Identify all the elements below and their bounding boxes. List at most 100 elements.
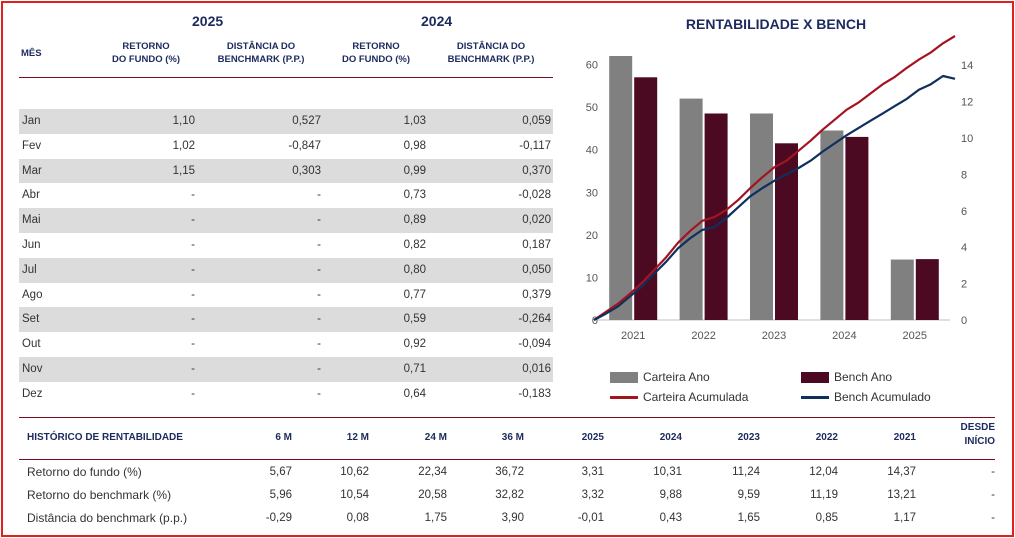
- cell-r2025: -: [191, 288, 195, 301]
- table-row: Dez - - 0,64 -0,183: [19, 382, 553, 407]
- history-col-header-desde-inicio: DESDE INÍCIO: [935, 421, 995, 449]
- history-top-divider: [19, 417, 995, 418]
- month-label: Set: [22, 313, 40, 326]
- cell-d2024: -0,094: [518, 338, 551, 351]
- history-cell: 12,04: [809, 466, 838, 478]
- history-cell: 5,96: [269, 489, 292, 501]
- cell-r2024: 0,80: [403, 263, 426, 276]
- col-header-retorno-2024: RETORNO DO FUNDO (%): [329, 40, 423, 66]
- cell-d2024: -0,028: [518, 189, 551, 202]
- cell-r2025: -: [191, 338, 195, 351]
- history-cell: 3,32: [581, 489, 604, 501]
- legend-label: Bench Acumulado: [834, 390, 931, 404]
- month-label: Fev: [22, 139, 42, 152]
- history-cell: 3,31: [581, 466, 604, 478]
- col-header-retorno-2025: RETORNO DO FUNDO (%): [99, 40, 193, 66]
- history-cell: -0,01: [577, 512, 604, 524]
- table-row: Jun - - 0,82 0,187: [19, 233, 553, 258]
- cell-r2024: 0,92: [403, 338, 426, 351]
- cell-r2025: -: [191, 313, 195, 326]
- cell-d2024: -0,264: [518, 313, 551, 326]
- table-row: Mai - - 0,89 0,020: [19, 208, 553, 233]
- cell-d2025: -0,847: [288, 139, 321, 152]
- monthly-returns-table: 2025 2024 MÊS RETORNO DO FUNDO (%) DISTÂ…: [19, 10, 553, 407]
- history-cell: 22,34: [418, 466, 447, 478]
- history-cell: 20,58: [418, 489, 447, 501]
- header-line: RETORNO: [352, 41, 400, 52]
- history-cell: -: [991, 466, 995, 478]
- history-cell: -: [991, 512, 995, 524]
- history-row-label: Distância do benchmark (p.p.): [27, 511, 188, 525]
- cell-r2024: 0,77: [403, 288, 426, 301]
- legend-label: Carteira Acumulada: [643, 390, 749, 404]
- header-line: DISTÂNCIA DO: [226, 41, 296, 52]
- cell-d2024: -0,117: [519, 139, 551, 152]
- table-row: Abr - - 0,73 -0,028: [19, 183, 553, 208]
- column-header-row: MÊS RETORNO DO FUNDO (%) DISTÂNCIA DO BE…: [19, 34, 553, 78]
- history-cell: 11,19: [810, 489, 838, 501]
- cell-r2024: 0,64: [403, 387, 426, 400]
- legend-swatch: [610, 372, 638, 383]
- cell-d2025: -: [317, 238, 321, 251]
- history-cell: 13,21: [887, 489, 916, 501]
- cell-r2024: 0,89: [403, 214, 426, 227]
- cell-r2025: -: [191, 387, 195, 400]
- cell-d2025: -: [317, 214, 321, 227]
- cell-d2025: -: [317, 338, 321, 351]
- history-col-header: 2025: [581, 432, 604, 443]
- cell-d2024: 0,187: [522, 238, 551, 251]
- history-cell: 1,17: [893, 512, 916, 524]
- legend-swatch: [610, 396, 638, 399]
- table-row: Out - - 0,92 -0,094: [19, 332, 553, 357]
- history-col-header: 2024: [659, 432, 682, 443]
- history-cell: -: [991, 489, 995, 501]
- cell-d2025: -: [317, 387, 321, 400]
- cell-r2024: 0,82: [403, 238, 426, 251]
- header-line: BENCHMARK (P.P.): [447, 54, 535, 65]
- cell-r2025: 1,15: [172, 164, 195, 177]
- legend-label: Bench Ano: [834, 370, 893, 384]
- history-cell: 32,82: [495, 489, 524, 501]
- cell-r2024: 0,71: [403, 362, 426, 375]
- month-label: Dez: [22, 387, 43, 400]
- table-row: Jan 1,10 0,527 1,03 0,059: [19, 109, 553, 134]
- month-label: Jan: [22, 115, 41, 127]
- history-col-header: 2023: [737, 432, 760, 443]
- cell-r2025: -: [191, 238, 195, 251]
- table-row: Fev 1,02 -0,847 0,98 -0,117: [19, 134, 553, 159]
- table-row: Set - - 0,59 -0,264: [19, 307, 553, 333]
- history-cell: 9,88: [659, 489, 682, 501]
- cell-r2025: -: [191, 362, 195, 375]
- chart-title: RENTABILIDADE X BENCH: [685, 16, 867, 32]
- history-cell: 9,59: [737, 489, 760, 501]
- cell-d2025: -: [317, 288, 321, 301]
- header-line: BENCHMARK (P.P.): [217, 54, 305, 65]
- cell-r2024: 0,99: [403, 164, 426, 177]
- cell-d2025: -: [317, 313, 321, 326]
- month-label: Nov: [22, 362, 43, 375]
- month-label: Jul: [22, 263, 37, 276]
- table-row: Nov - - 0,71 0,016: [19, 356, 553, 382]
- cell-d2024: 0,379: [522, 288, 551, 301]
- history-header-divider: [19, 459, 995, 460]
- table-row: Ago - - 0,77 0,379: [19, 283, 553, 308]
- history-cell: 36,72: [495, 466, 524, 478]
- history-col-header: 6 M: [275, 432, 292, 443]
- legend-swatch: [801, 372, 829, 383]
- cell-d2025: -: [317, 189, 321, 202]
- cell-d2024: 0,016: [522, 362, 551, 375]
- cell-r2024: 0,73: [403, 189, 426, 202]
- month-label: Abr: [22, 189, 40, 202]
- cell-d2025: 0,303: [292, 164, 321, 177]
- cell-r2025: 1,02: [172, 139, 195, 152]
- cell-d2025: 0,527: [292, 115, 321, 127]
- cell-d2024: 0,059: [522, 115, 551, 127]
- history-cell: 14,37: [887, 466, 916, 478]
- cell-d2025: -: [317, 362, 321, 375]
- month-label: Mai: [22, 214, 41, 227]
- history-cell: 10,31: [653, 466, 682, 478]
- history-col-header: 2021: [893, 432, 916, 443]
- history-cell: 3,90: [501, 512, 524, 524]
- history-col-header: 2022: [815, 432, 838, 443]
